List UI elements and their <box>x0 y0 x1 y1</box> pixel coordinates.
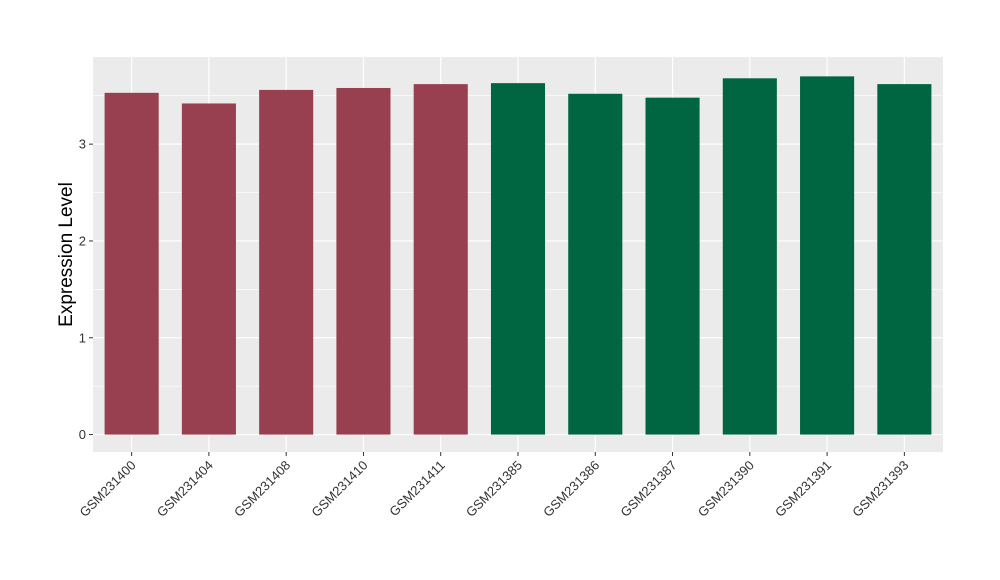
y-tick-label: 3 <box>79 137 86 152</box>
y-tick-label: 1 <box>79 330 86 345</box>
bar <box>722 78 777 435</box>
bar <box>568 93 623 435</box>
x-tick-label: GSM231411 <box>386 458 448 520</box>
x-tick-label: GSM231404 <box>154 458 216 520</box>
y-tick-label: 2 <box>79 233 86 248</box>
bars <box>104 76 932 435</box>
bar <box>645 97 700 435</box>
x-tick-label: GSM231385 <box>463 458 525 520</box>
y-axis: 0 1 2 3 <box>79 137 93 442</box>
x-axis: GSM231400 GSM231404 GSM231408 GSM231410 GSM2… <box>77 452 911 520</box>
bar <box>490 83 546 435</box>
x-tick-label: GSM231387 <box>617 458 679 520</box>
x-tick-label: GSM231393 <box>849 458 911 520</box>
bar <box>800 76 855 435</box>
x-tick-label: GSM231386 <box>540 458 602 520</box>
x-tick-label: GSM231391 <box>772 458 834 520</box>
x-tick-label: GSM231408 <box>231 458 293 520</box>
x-tick-label: GSM231410 <box>308 458 370 520</box>
x-tick-label: GSM231390 <box>695 458 757 520</box>
bar <box>259 89 314 435</box>
bar <box>336 87 391 435</box>
y-tick-label: 0 <box>79 427 86 442</box>
y-axis-title: Expression Level <box>56 182 77 327</box>
bar <box>181 103 236 435</box>
x-tick-label: GSM231400 <box>77 458 139 520</box>
bar <box>413 84 468 435</box>
bar <box>877 84 932 435</box>
bar <box>104 92 159 435</box>
